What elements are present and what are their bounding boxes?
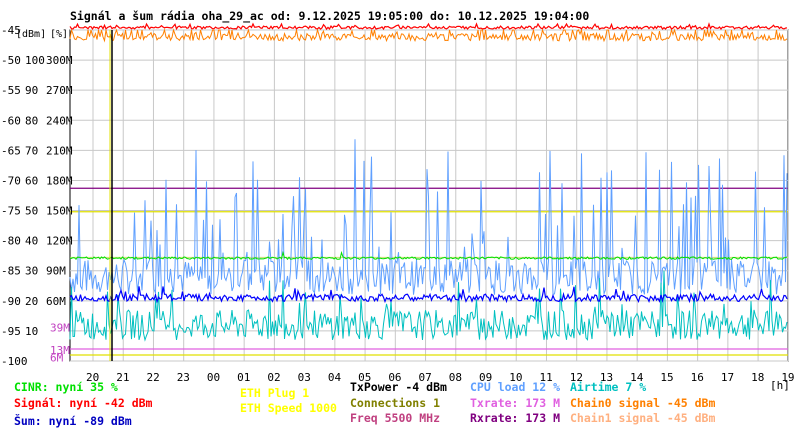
y-label-percent: [%]	[50, 29, 68, 40]
y-tick-rate: 150M	[46, 205, 73, 218]
y-tick-rate: 120M	[46, 235, 73, 248]
x-tick-label: 17	[721, 371, 734, 384]
y-tick-rate: 240M	[46, 114, 73, 127]
y-tick-percent: 60	[25, 174, 38, 187]
y-tick-rate: 90M	[46, 265, 66, 278]
y-tick-rate: 270M	[46, 84, 73, 97]
legend-txpower: TxPower -4 dBm	[350, 380, 447, 394]
x-tick-label: 11	[539, 371, 552, 384]
legend-chain1: Chain1 signal -45 dBm	[570, 411, 716, 425]
x-tick-label: 02	[267, 371, 280, 384]
x-tick-label: 16	[691, 371, 704, 384]
x-tick-label: 19	[781, 371, 794, 384]
chart-title: Signál a šum rádia oha_29_ac od: 9.12.20…	[70, 9, 589, 24]
y-tick-dbm: -50	[1, 54, 21, 67]
chain0-series	[69, 28, 788, 43]
x-tick-label: 20	[86, 371, 99, 384]
x-tick-label: 22	[146, 371, 159, 384]
signal-series	[69, 22, 788, 31]
y-tick-dbm: -70	[1, 174, 21, 187]
x-tick-label: 09	[479, 371, 492, 384]
x-axis-label: [h]	[770, 379, 790, 392]
y-tick-percent: 40	[25, 235, 38, 248]
x-tick-label: 14	[630, 371, 644, 384]
y-tick-dbm: -90	[1, 295, 21, 308]
x-tick-label: 18	[751, 371, 764, 384]
y-tick-percent: 50	[25, 205, 38, 218]
y-tick-dbm: -85	[1, 265, 21, 278]
legend-eth-plug: ETH Plug 1	[240, 386, 310, 400]
chart-axes: -45 -50 100 300M -55 90 270M -60 80 240M -65 70 210M…	[1, 24, 795, 392]
chart-grid	[69, 29, 789, 362]
x-tick-label: 23	[177, 371, 190, 384]
x-tick-label: 15	[660, 371, 673, 384]
x-tick-label: 21	[116, 371, 129, 384]
y-tick-percent: 100	[25, 54, 45, 67]
chart-series	[69, 22, 788, 361]
x-tick-label: 10	[509, 371, 522, 384]
legend-chain0: Chain0 signal -45 dBm	[570, 396, 716, 410]
y-tick-percent: 10	[25, 325, 38, 338]
y-tick-percent: 90	[25, 84, 38, 97]
y-tick-dbm: -45	[1, 24, 21, 37]
x-tick-label: 00	[207, 371, 220, 384]
y-tick-dbm: -65	[1, 144, 21, 157]
legend-rxrate: Rxrate: 173 M	[470, 411, 561, 425]
airtime-series	[69, 270, 788, 342]
noise-series	[69, 286, 788, 304]
x-tick-label: 08	[449, 371, 462, 384]
y-tick-dbm: -60	[1, 114, 21, 127]
x-tick-label: 06	[388, 371, 401, 384]
y-tick-dbm: -75	[1, 205, 21, 218]
legend-noise: Šum: nyní -89 dBm	[14, 414, 132, 428]
legend-cpu: CPU load 12 %	[470, 380, 561, 394]
legend-eth-speed: ETH Speed 1000	[240, 401, 337, 415]
y-tick-rate: 60M	[46, 295, 66, 308]
y-tick-dbm: -95	[1, 325, 21, 338]
legend-connections: Connections 1	[350, 396, 441, 410]
cpu-load-series	[69, 139, 788, 296]
legend-cinr: CINR: nyní 35 %	[14, 380, 118, 394]
y-tick-rate-small: 6M	[50, 351, 64, 364]
y-tick-percent: 70	[25, 144, 38, 157]
y-tick-dbm: -80	[1, 235, 21, 248]
y-tick-percent: 20	[25, 295, 38, 308]
legend-signal: Signál: nyní -42 dBm	[14, 396, 153, 410]
x-tick-label: 12	[570, 371, 583, 384]
y-tick-dbm: -100	[1, 355, 28, 368]
y-tick-rate: 300M	[46, 54, 73, 67]
cinr-series	[69, 250, 788, 261]
legend-txrate: Txrate: 173 M	[470, 396, 561, 410]
y-tick-rate-small: 39M	[50, 321, 70, 334]
legend-freq: Freq 5500 MHz	[350, 411, 441, 425]
y-tick-dbm: -55	[1, 84, 21, 97]
x-tick-label: 07	[419, 371, 432, 384]
y-tick-rate: 180M	[46, 174, 73, 187]
y-tick-rate: 210M	[46, 144, 73, 157]
y-tick-percent: 80	[25, 114, 38, 127]
plot-frame	[69, 29, 789, 362]
y-label-dbm: [dBm]	[16, 29, 46, 40]
y-tick-rate-small: 13M	[50, 344, 70, 357]
x-tick-label: 04	[328, 371, 342, 384]
x-tick-label: 05	[358, 371, 371, 384]
legend-airtime: Airtime 7 %	[570, 380, 647, 394]
x-tick-label: 01	[237, 371, 250, 384]
x-tick-label: 03	[298, 371, 311, 384]
y-tick-percent: 30	[25, 265, 38, 278]
x-tick-label: 13	[600, 371, 613, 384]
